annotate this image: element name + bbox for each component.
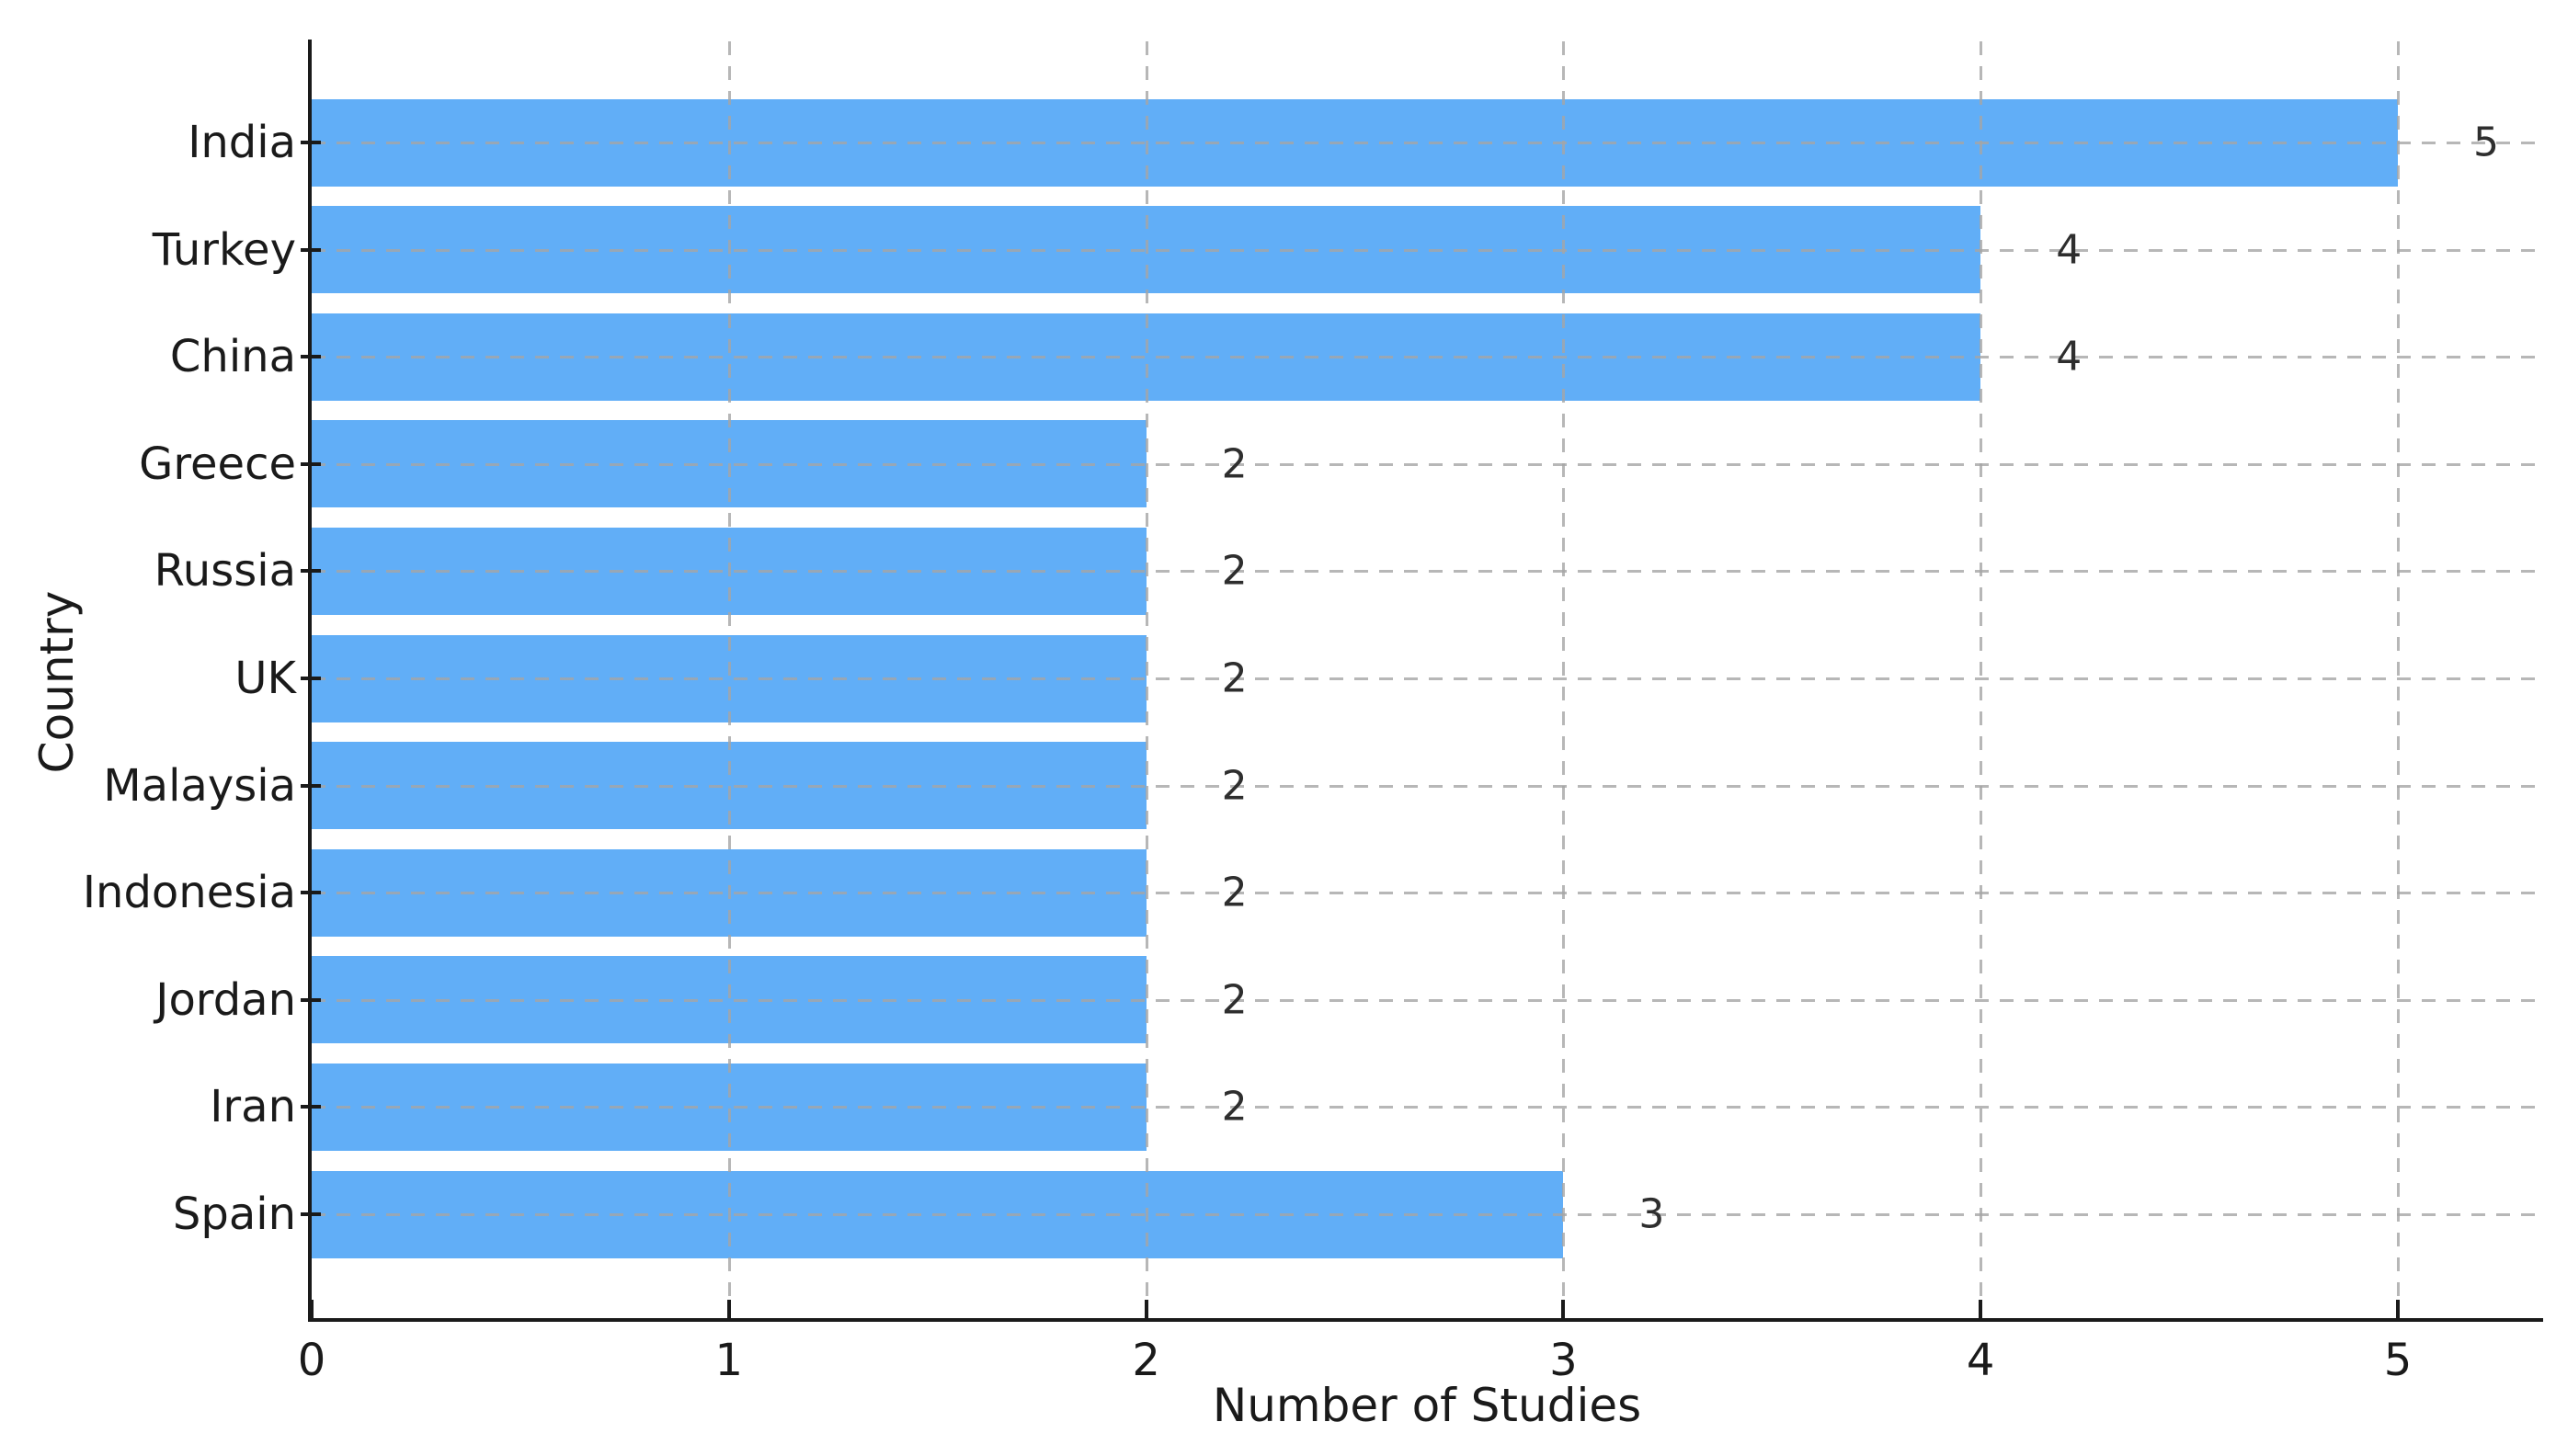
x-axis-spine — [308, 1318, 2543, 1322]
h-gridline — [312, 248, 2543, 252]
x-tick-label: 2 — [1132, 1335, 1160, 1386]
x-axis-tick — [310, 1300, 314, 1320]
bar-value-label: 2 — [1221, 547, 1248, 595]
bar-value-label: 2 — [1221, 654, 1248, 702]
y-axis-tick — [301, 247, 321, 252]
v-gridline — [2397, 41, 2400, 1322]
x-tick-label: 0 — [297, 1335, 326, 1386]
bar-value-label: 4 — [2056, 226, 2082, 274]
v-gridline — [1145, 41, 1148, 1322]
bar-value-label: 2 — [1221, 762, 1248, 810]
y-tick-label: UK — [234, 653, 296, 704]
y-axis-tick — [301, 783, 321, 788]
y-axis-tick — [301, 1105, 321, 1109]
h-gridline — [312, 998, 2543, 1002]
x-axis-tick — [1561, 1300, 1566, 1320]
v-gridline — [1980, 41, 1983, 1322]
y-tick-label: Greece — [139, 438, 296, 490]
y-axis-tick — [301, 677, 321, 680]
y-tick-label: China — [169, 331, 296, 383]
x-tick-label: 5 — [2383, 1335, 2413, 1386]
h-gridline — [312, 142, 2543, 144]
x-axis-tick — [1144, 1300, 1148, 1320]
v-gridline — [727, 41, 731, 1322]
bar-value-label: 2 — [1221, 869, 1248, 916]
y-axis-tick — [301, 569, 321, 574]
y-tick-label: Russia — [154, 545, 296, 597]
y-axis-tick — [301, 141, 321, 144]
y-tick-label: Jordan — [155, 973, 296, 1026]
x-tick-label: 3 — [1549, 1335, 1578, 1386]
bar-value-label: 3 — [1638, 1190, 1665, 1238]
bar-value-label: 2 — [1221, 976, 1248, 1024]
bar-value-label: 2 — [1221, 440, 1248, 488]
y-axis-spine — [308, 40, 312, 1322]
x-tick-label: 4 — [1966, 1335, 1995, 1386]
h-gridline — [312, 1213, 2543, 1216]
y-tick-label: Spain — [172, 1189, 296, 1240]
h-gridline — [312, 1106, 2543, 1109]
y-tick-label: Iran — [210, 1081, 296, 1133]
h-gridline — [312, 570, 2543, 574]
v-gridline — [1562, 41, 1566, 1322]
x-axis-tick — [726, 1300, 731, 1320]
bar-value-label: 2 — [1221, 1083, 1248, 1131]
x-tick-label: 1 — [714, 1335, 744, 1386]
h-gridline — [312, 892, 2543, 895]
h-gridline — [312, 356, 2543, 359]
y-tick-label: Turkey — [152, 223, 296, 276]
x-axis-tick — [2396, 1300, 2400, 1320]
y-axis-tick — [301, 1212, 321, 1216]
y-tick-label: India — [188, 117, 296, 168]
y-axis-tick — [301, 891, 321, 895]
h-gridline — [312, 677, 2543, 680]
y-axis-tick — [301, 461, 321, 466]
y-axis-tick — [301, 355, 321, 359]
x-axis-tick — [1979, 1300, 1983, 1320]
y-tick-label: Indonesia — [82, 867, 296, 919]
y-tick-label: Malaysia — [103, 759, 296, 812]
y-axis-tick — [301, 997, 321, 1002]
h-gridline — [312, 462, 2543, 466]
x-axis-label: Number of Studies — [1212, 1379, 1642, 1432]
bar-value-label: 4 — [2056, 333, 2082, 381]
bar-value-label: 5 — [2473, 119, 2499, 166]
h-gridline — [312, 784, 2543, 788]
